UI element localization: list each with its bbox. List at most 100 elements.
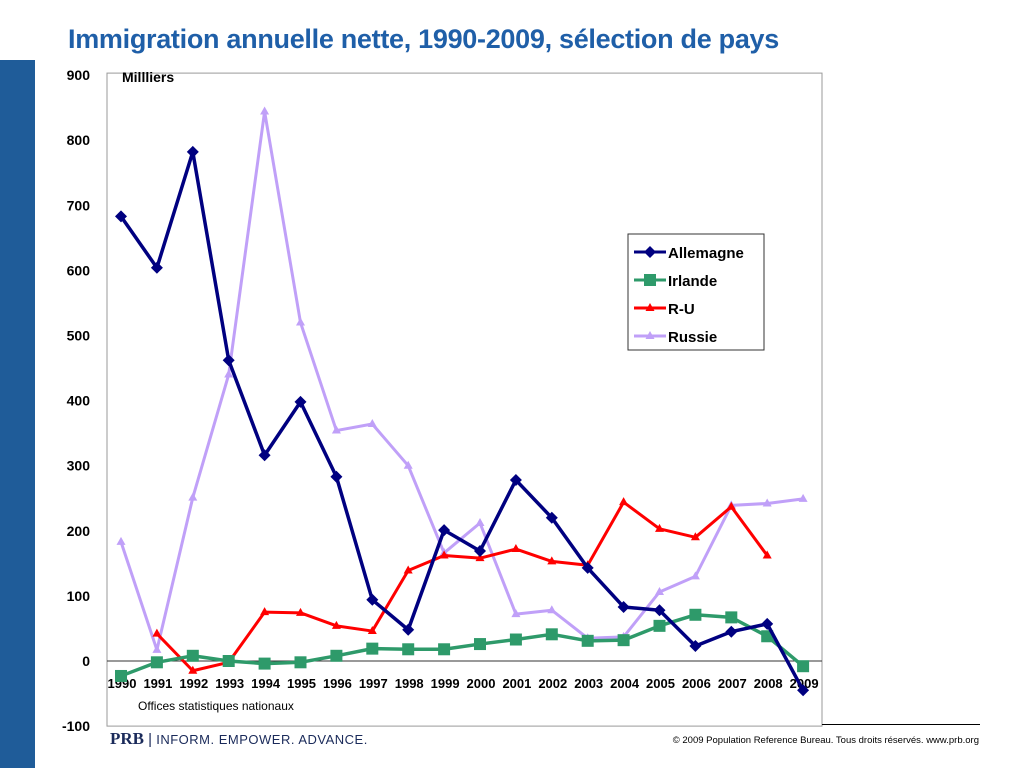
series-line	[119, 110, 804, 652]
data-point	[115, 669, 127, 682]
y-tick-label: 500	[67, 328, 91, 344]
legend-label: R-U	[668, 301, 695, 318]
data-point	[152, 644, 162, 653]
data-point	[224, 369, 234, 378]
data-point	[509, 474, 522, 487]
data-point	[726, 501, 736, 510]
data-point	[258, 449, 271, 462]
x-tick-label: 1993	[215, 676, 244, 691]
data-point	[330, 470, 343, 483]
data-point	[294, 656, 307, 669]
data-point	[762, 498, 772, 507]
page-title: Immigration annuelle nette, 1990-2009, s…	[68, 24, 779, 54]
data-point	[474, 544, 486, 557]
y-tick-label: -100	[62, 718, 90, 734]
x-tick-label: 1997	[359, 676, 388, 691]
series-line	[119, 150, 805, 692]
x-tick-label: 1996	[323, 676, 352, 691]
data-point	[439, 550, 449, 559]
data-point	[547, 556, 557, 565]
data-point	[797, 660, 810, 673]
x-tick-label: 2001	[502, 676, 531, 691]
data-point	[115, 210, 127, 223]
data-point	[296, 317, 305, 326]
data-point	[150, 261, 163, 274]
x-tick-label: 1994	[251, 676, 281, 691]
legend-marker	[645, 303, 655, 311]
y-axis-label: Millliers	[122, 69, 174, 85]
data-point	[186, 649, 199, 662]
legend-marker	[644, 246, 656, 258]
x-tick-label: 2008	[754, 676, 783, 691]
data-point	[797, 684, 810, 697]
data-point	[475, 553, 485, 562]
data-point	[331, 425, 341, 434]
legend-label: Irlande	[668, 273, 717, 290]
data-point	[689, 608, 702, 621]
legend: Allemagne Irlande R-U Russie	[627, 233, 765, 351]
data-point	[547, 605, 557, 614]
data-point	[761, 630, 774, 643]
data-point	[367, 626, 377, 635]
data-point	[331, 620, 341, 629]
legend-marker	[645, 331, 655, 339]
source-note: Offices statistiques nationaux	[138, 699, 294, 713]
data-point	[403, 565, 413, 574]
x-tick-label: 1999	[431, 676, 460, 691]
data-point	[690, 571, 700, 580]
y-tick-label: 100	[67, 588, 91, 604]
x-tick-label: 2002	[538, 676, 567, 691]
data-point	[438, 524, 451, 537]
y-tick-label: 800	[67, 132, 91, 148]
x-tick-label: 1991	[143, 676, 172, 691]
data-point	[258, 657, 271, 670]
y-tick-label: 400	[67, 393, 91, 409]
data-point	[222, 354, 235, 367]
data-point	[152, 628, 162, 637]
data-point	[725, 611, 738, 624]
x-tick-label: 1995	[287, 676, 316, 691]
x-tick-label: 2006	[682, 676, 711, 691]
legend-marker	[644, 274, 656, 286]
x-tick-label: 1990	[108, 676, 137, 691]
data-point	[294, 395, 307, 408]
copyright: © 2009 Population Reference Bureau. Tous…	[672, 735, 979, 746]
data-point	[188, 665, 198, 674]
data-point	[545, 628, 558, 641]
data-point	[690, 532, 700, 541]
sidebar-accent-bar	[0, 60, 35, 768]
y-tick-label: 200	[67, 523, 91, 539]
logo-text: PRB	[110, 729, 144, 748]
series-allemagne	[115, 145, 810, 697]
data-point	[509, 633, 522, 646]
data-point	[188, 492, 198, 501]
x-tick-label: 2007	[718, 676, 747, 691]
x-tick-label: 2003	[574, 676, 603, 691]
data-point	[617, 634, 630, 647]
data-point	[689, 640, 702, 653]
data-point	[260, 106, 270, 115]
plot-frame	[106, 72, 823, 727]
data-point	[545, 511, 558, 524]
legend-label: Allemagne	[668, 245, 744, 262]
data-point	[150, 656, 163, 669]
data-point	[403, 460, 413, 469]
data-point	[798, 493, 808, 502]
y-tick-label: 700	[67, 197, 91, 213]
y-tick-label: 300	[67, 458, 91, 474]
data-point	[222, 655, 235, 667]
prb-logo: PRB | INFORM. EMPOWER. ADVANCE.	[110, 729, 368, 748]
data-point	[438, 643, 451, 656]
data-point	[581, 561, 594, 574]
data-point	[402, 623, 415, 636]
data-point	[330, 649, 343, 662]
data-point	[511, 609, 521, 618]
x-tick-label: 2005	[646, 676, 675, 691]
data-point	[581, 634, 594, 647]
data-point	[366, 593, 379, 606]
data-point	[617, 600, 630, 613]
series-irlande	[115, 608, 810, 682]
data-point	[761, 617, 774, 630]
x-tick-label: 1998	[395, 676, 424, 691]
